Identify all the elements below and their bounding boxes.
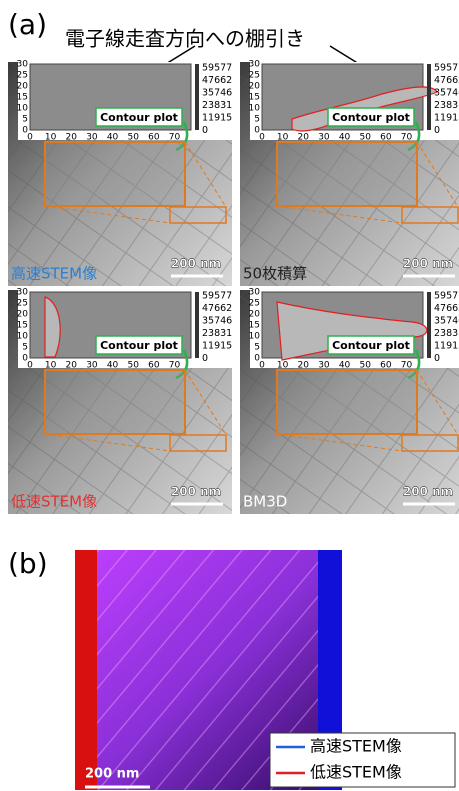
colorbar-label: 11915 bbox=[434, 341, 459, 352]
colorbar-label: 47662 bbox=[434, 303, 459, 314]
colorbar-label: 35746 bbox=[202, 88, 232, 99]
roi-box bbox=[277, 142, 417, 206]
red-strip bbox=[75, 550, 97, 790]
colorbar bbox=[427, 292, 431, 358]
scale-label: 200 nm bbox=[403, 257, 453, 271]
subpanel-label: 50枚積算 bbox=[243, 265, 307, 283]
panel-label: (b) bbox=[8, 547, 48, 580]
annotation: 電子線走査方向への棚引き bbox=[65, 27, 305, 51]
legend-label: 高速STEM像 bbox=[310, 737, 402, 756]
y-tick-label: 30 bbox=[17, 288, 29, 298]
y-tick-label: 15 bbox=[17, 93, 28, 103]
y-tick-label: 25 bbox=[17, 299, 28, 309]
colorbar bbox=[195, 292, 199, 358]
y-tick-label: 5 bbox=[22, 343, 28, 353]
colorbar-label: 59577 bbox=[202, 63, 232, 74]
y-tick-label: 10 bbox=[17, 332, 29, 342]
y-tick-label: 25 bbox=[17, 71, 28, 81]
y-tick-label: 5 bbox=[22, 115, 28, 125]
colorbar-label: 23831 bbox=[202, 328, 232, 339]
y-tick-label: 15 bbox=[249, 321, 260, 331]
y-tick-label: 20 bbox=[17, 82, 29, 92]
y-tick-label: 10 bbox=[249, 332, 261, 342]
y-tick-label: 30 bbox=[249, 288, 261, 298]
colorbar-label: 11915 bbox=[202, 341, 232, 352]
y-tick-label: 30 bbox=[17, 60, 29, 70]
page: (a) 電子線走査方向への棚引き (b) 200 nm 051015202530… bbox=[0, 0, 459, 791]
colorbar-label: 47662 bbox=[202, 75, 232, 86]
y-tick-label: 25 bbox=[249, 299, 260, 309]
colorbar bbox=[427, 64, 431, 130]
subpanel-label: 高速STEM像 bbox=[11, 265, 97, 283]
panel-label: (a) bbox=[8, 8, 47, 41]
y-tick-label: 25 bbox=[249, 71, 260, 81]
colorbar-label: 35746 bbox=[434, 88, 459, 99]
colorbar-label: 47662 bbox=[434, 75, 459, 86]
y-tick-label: 30 bbox=[249, 60, 261, 70]
x-tick-label: 0 bbox=[27, 133, 33, 143]
colorbar-label: 47662 bbox=[202, 303, 232, 314]
y-tick-label: 5 bbox=[254, 343, 260, 353]
colorbar-label: 23831 bbox=[202, 100, 232, 111]
colorbar bbox=[195, 64, 199, 130]
scale-label: 200 nm bbox=[403, 485, 453, 499]
y-tick-label: 10 bbox=[249, 104, 261, 114]
scale-label: 200 nm bbox=[171, 485, 221, 499]
subpanel-label: BM3D bbox=[243, 493, 287, 511]
y-tick-label: 20 bbox=[17, 310, 29, 320]
colorbar-label: 11915 bbox=[202, 113, 232, 124]
colorbar-label: 59577 bbox=[202, 291, 232, 302]
colorbar-label: 11915 bbox=[434, 113, 459, 124]
contour-title: Contour plot bbox=[100, 111, 178, 124]
subpanel-label: 低速STEM像 bbox=[11, 493, 97, 511]
colorbar-label: 35746 bbox=[434, 316, 459, 327]
contour-title: Contour plot bbox=[332, 339, 410, 352]
figure: (a) 電子線走査方向への棚引き (b) 200 nm 051015202530… bbox=[0, 0, 459, 791]
x-tick-label: 0 bbox=[259, 361, 265, 371]
x-tick-label: 0 bbox=[27, 361, 33, 371]
legend-label: 低速STEM像 bbox=[310, 763, 402, 782]
colorbar-label: 0 bbox=[434, 125, 440, 136]
x-tick-label: 0 bbox=[259, 133, 265, 143]
y-tick-label: 20 bbox=[249, 82, 261, 92]
contour-title: Contour plot bbox=[100, 339, 178, 352]
roi-box bbox=[277, 370, 417, 434]
colorbar-label: 59577 bbox=[434, 291, 459, 302]
y-tick-label: 5 bbox=[254, 115, 260, 125]
colorbar-label: 0 bbox=[202, 125, 208, 136]
y-tick-label: 15 bbox=[17, 321, 28, 331]
roi-box bbox=[45, 370, 185, 434]
y-tick-label: 15 bbox=[249, 93, 260, 103]
colorbar-label: 23831 bbox=[434, 100, 459, 111]
y-tick-label: 10 bbox=[17, 104, 29, 114]
y-tick-label: 20 bbox=[249, 310, 261, 320]
colorbar-label: 0 bbox=[434, 353, 440, 364]
colorbar-label: 59577 bbox=[434, 63, 459, 74]
contour-title: Contour plot bbox=[332, 111, 410, 124]
scale-label: 200 nm bbox=[85, 767, 139, 782]
colorbar-label: 23831 bbox=[434, 328, 459, 339]
scale-label: 200 nm bbox=[171, 257, 221, 271]
colorbar-label: 35746 bbox=[202, 316, 232, 327]
colorbar-label: 0 bbox=[202, 353, 208, 364]
roi-box bbox=[45, 142, 185, 206]
